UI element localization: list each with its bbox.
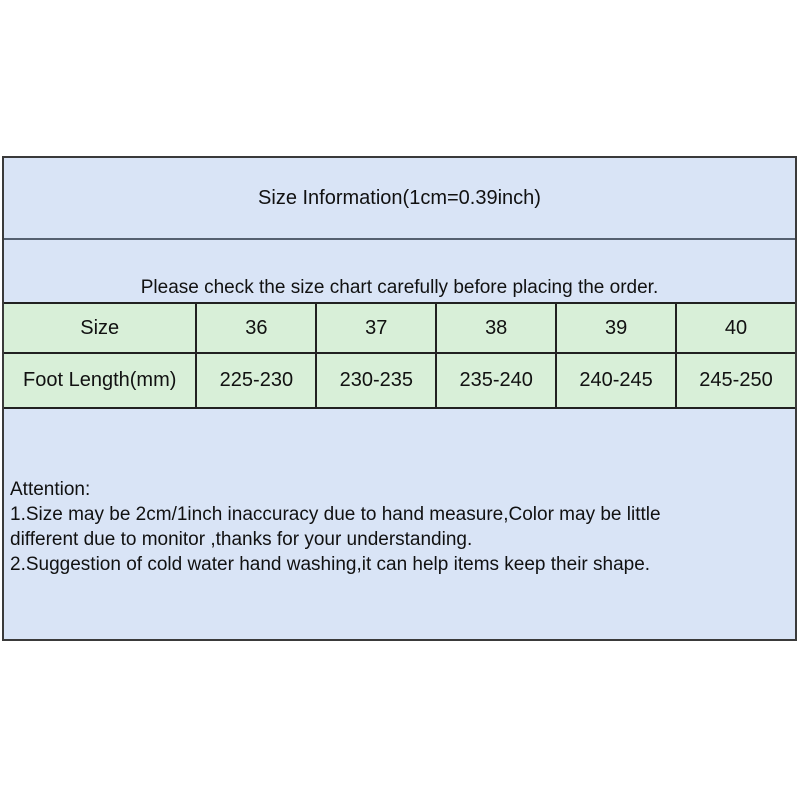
- size-chart-sheet: Size Information(1cm=0.39inch) Please ch…: [2, 156, 797, 641]
- foot-length-cell-36: 225-230: [195, 354, 316, 407]
- sheet-title: Size Information(1cm=0.39inch): [258, 186, 541, 209]
- size-cell-40: 40: [675, 304, 795, 352]
- size-table: Size 36 37 38 39 40 Foot Length(mm) 225-…: [4, 304, 795, 409]
- note-band: Please check the size chart carefully be…: [4, 240, 795, 304]
- attention-line-1: 1.Size may be 2cm/1inch inaccuracy due t…: [10, 504, 661, 525]
- table-row-size: Size 36 37 38 39 40: [4, 304, 795, 354]
- size-cell-39: 39: [555, 304, 676, 352]
- table-row-foot-length: Foot Length(mm) 225-230 230-235 235-240 …: [4, 354, 795, 409]
- size-cell-38: 38: [435, 304, 556, 352]
- size-cell-37: 37: [315, 304, 436, 352]
- foot-length-cell-40: 245-250: [675, 354, 795, 407]
- size-cell-36: 36: [195, 304, 316, 352]
- title-band: Size Information(1cm=0.39inch): [4, 158, 795, 240]
- foot-length-cell-37: 230-235: [315, 354, 436, 407]
- attention-line-3: 2.Suggestion of cold water hand washing,…: [10, 554, 651, 575]
- row-header-foot-length: Foot Length(mm): [4, 354, 196, 407]
- attention-band: Attention: 1.Size may be 2cm/1inch inacc…: [4, 409, 795, 639]
- row-header-size: Size: [4, 304, 196, 352]
- attention-heading: Attention:: [10, 479, 91, 500]
- note-text: Please check the size chart carefully be…: [140, 277, 659, 298]
- attention-line-2: different due to monitor ,thanks for you…: [10, 529, 473, 550]
- foot-length-cell-39: 240-245: [555, 354, 676, 407]
- foot-length-cell-38: 235-240: [435, 354, 556, 407]
